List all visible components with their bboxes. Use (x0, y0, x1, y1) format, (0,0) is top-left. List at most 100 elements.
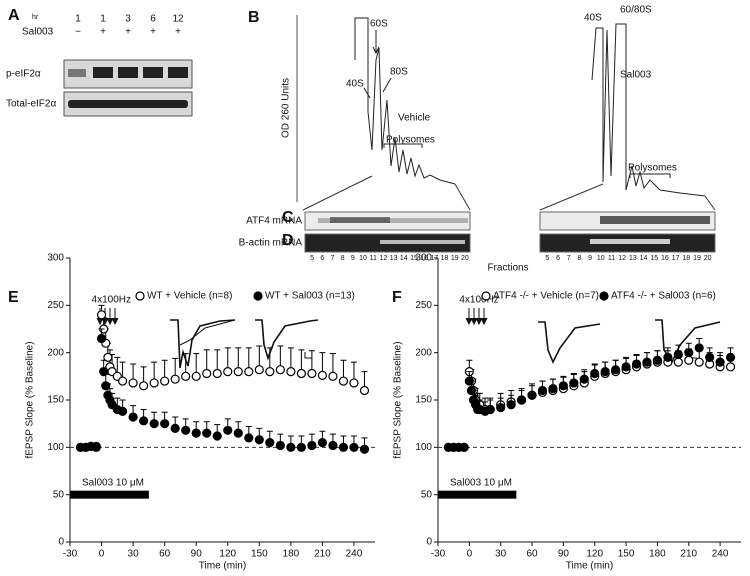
data-point (286, 367, 296, 377)
data-point (296, 442, 306, 452)
blot-hour: 3 (125, 14, 131, 25)
x-tick-label: 30 (128, 549, 140, 560)
data-point (317, 370, 328, 380)
data-point (223, 425, 233, 435)
data-point (527, 390, 537, 400)
y-tick-label: 0 (58, 537, 64, 548)
fraction-number: 20 (704, 255, 712, 262)
blot-hour: 1 (75, 14, 81, 25)
fraction-number: 8 (341, 255, 345, 262)
y-tick-label: 200 (415, 347, 432, 358)
peak-label: 40S (346, 79, 364, 90)
data-point (537, 385, 548, 396)
data-point (317, 438, 328, 448)
data-point (181, 425, 191, 435)
data-point (191, 371, 201, 381)
data-point (694, 357, 704, 367)
gel-x-label: Fractions (487, 263, 528, 274)
x-tick-label: 150 (251, 549, 268, 560)
data-point (705, 352, 715, 362)
y-tick-label: 100 (415, 442, 432, 453)
stim-arrows (96, 308, 488, 326)
condition-label: Vehicle (398, 113, 431, 124)
data-point (328, 440, 338, 451)
drug-bar (70, 490, 149, 499)
zoom-lines (302, 175, 716, 211)
fraction-number: 13 (629, 255, 637, 262)
data-point (466, 385, 477, 396)
x-axis-label: Time (min) (566, 561, 613, 572)
fraction-number: 13 (390, 255, 398, 262)
panel-label: F (392, 289, 402, 306)
data-point (590, 368, 600, 379)
y-tick-label: 50 (421, 489, 433, 500)
data-point (103, 352, 113, 362)
blot-row-label: p-eIF2α (6, 69, 41, 80)
blot-row-label: Total-eIF2α (6, 99, 56, 110)
data-point (233, 367, 243, 377)
x-tick-label: 120 (219, 549, 236, 560)
profile-trace (591, 23, 706, 197)
polysome-label: Polysomes (628, 163, 677, 174)
legend-marker (253, 291, 263, 301)
x-axis-label: Time (min) (199, 561, 246, 572)
data-point (275, 440, 285, 451)
legend-marker (135, 291, 145, 301)
drug-bar-label: Sal003 10 μM (82, 477, 144, 488)
panel-label: E (8, 289, 19, 306)
data-point (631, 359, 642, 369)
data-point (160, 419, 170, 429)
x-tick-label: 90 (558, 549, 570, 560)
x-tick-label: 240 (712, 549, 729, 560)
data-point (684, 348, 694, 358)
y-axis-label: fEPSP Slope (% Baseline) (25, 341, 36, 458)
x-tick-label: 60 (159, 549, 171, 560)
fraction-number: 15 (410, 255, 418, 262)
data-point (275, 365, 285, 375)
profile-y-label: OD 260 Units (281, 78, 292, 138)
legend-label: ATF4 -/- + Vehicle (n=7) (493, 291, 599, 302)
blot-treatment: + (125, 27, 131, 38)
x-tick-label: 90 (191, 549, 203, 560)
data-point (621, 362, 631, 372)
y-tick-label: 100 (47, 442, 64, 453)
data-point (128, 412, 138, 422)
gel-row-label: ATF4 mRNA (246, 216, 302, 227)
data-point (254, 365, 264, 375)
data-point (181, 371, 191, 381)
fraction-number: 19 (451, 255, 459, 262)
panel-label: A (8, 7, 20, 24)
x-tick-label: 240 (346, 549, 363, 560)
data-point (464, 376, 474, 386)
data-point (286, 442, 296, 452)
y-tick-label: 50 (53, 489, 65, 500)
x-tick-label: 210 (314, 549, 331, 560)
peak-label: 60/80S (620, 5, 652, 16)
fraction-number: 10 (597, 255, 605, 262)
panel-label: B (248, 9, 260, 26)
data-point (694, 343, 704, 353)
fraction-number: 9 (588, 255, 592, 262)
polysome-bracket (629, 173, 671, 178)
blot-treatment: − (75, 27, 81, 38)
fraction-number: 12 (618, 255, 626, 262)
data-point (673, 349, 683, 360)
fraction-number: 8 (577, 255, 581, 262)
y-tick-label: 200 (47, 347, 64, 358)
data-point (139, 416, 149, 426)
x-tick-label: 180 (649, 549, 666, 560)
peak-label: 60S (370, 19, 388, 30)
annotation: 4x100Hz (459, 295, 498, 306)
legend-label: WT + Vehicle (n=8) (147, 291, 232, 302)
data-point (725, 362, 736, 372)
x-tick-label: -30 (63, 549, 78, 560)
fraction-number: 19 (693, 255, 701, 262)
data-point (496, 402, 506, 413)
data-point (96, 333, 107, 344)
data-point (117, 406, 128, 416)
data-point (139, 381, 149, 391)
data-point (170, 423, 180, 433)
blot-hr-label: hr (32, 14, 39, 21)
fraction-number: 10 (359, 255, 367, 262)
